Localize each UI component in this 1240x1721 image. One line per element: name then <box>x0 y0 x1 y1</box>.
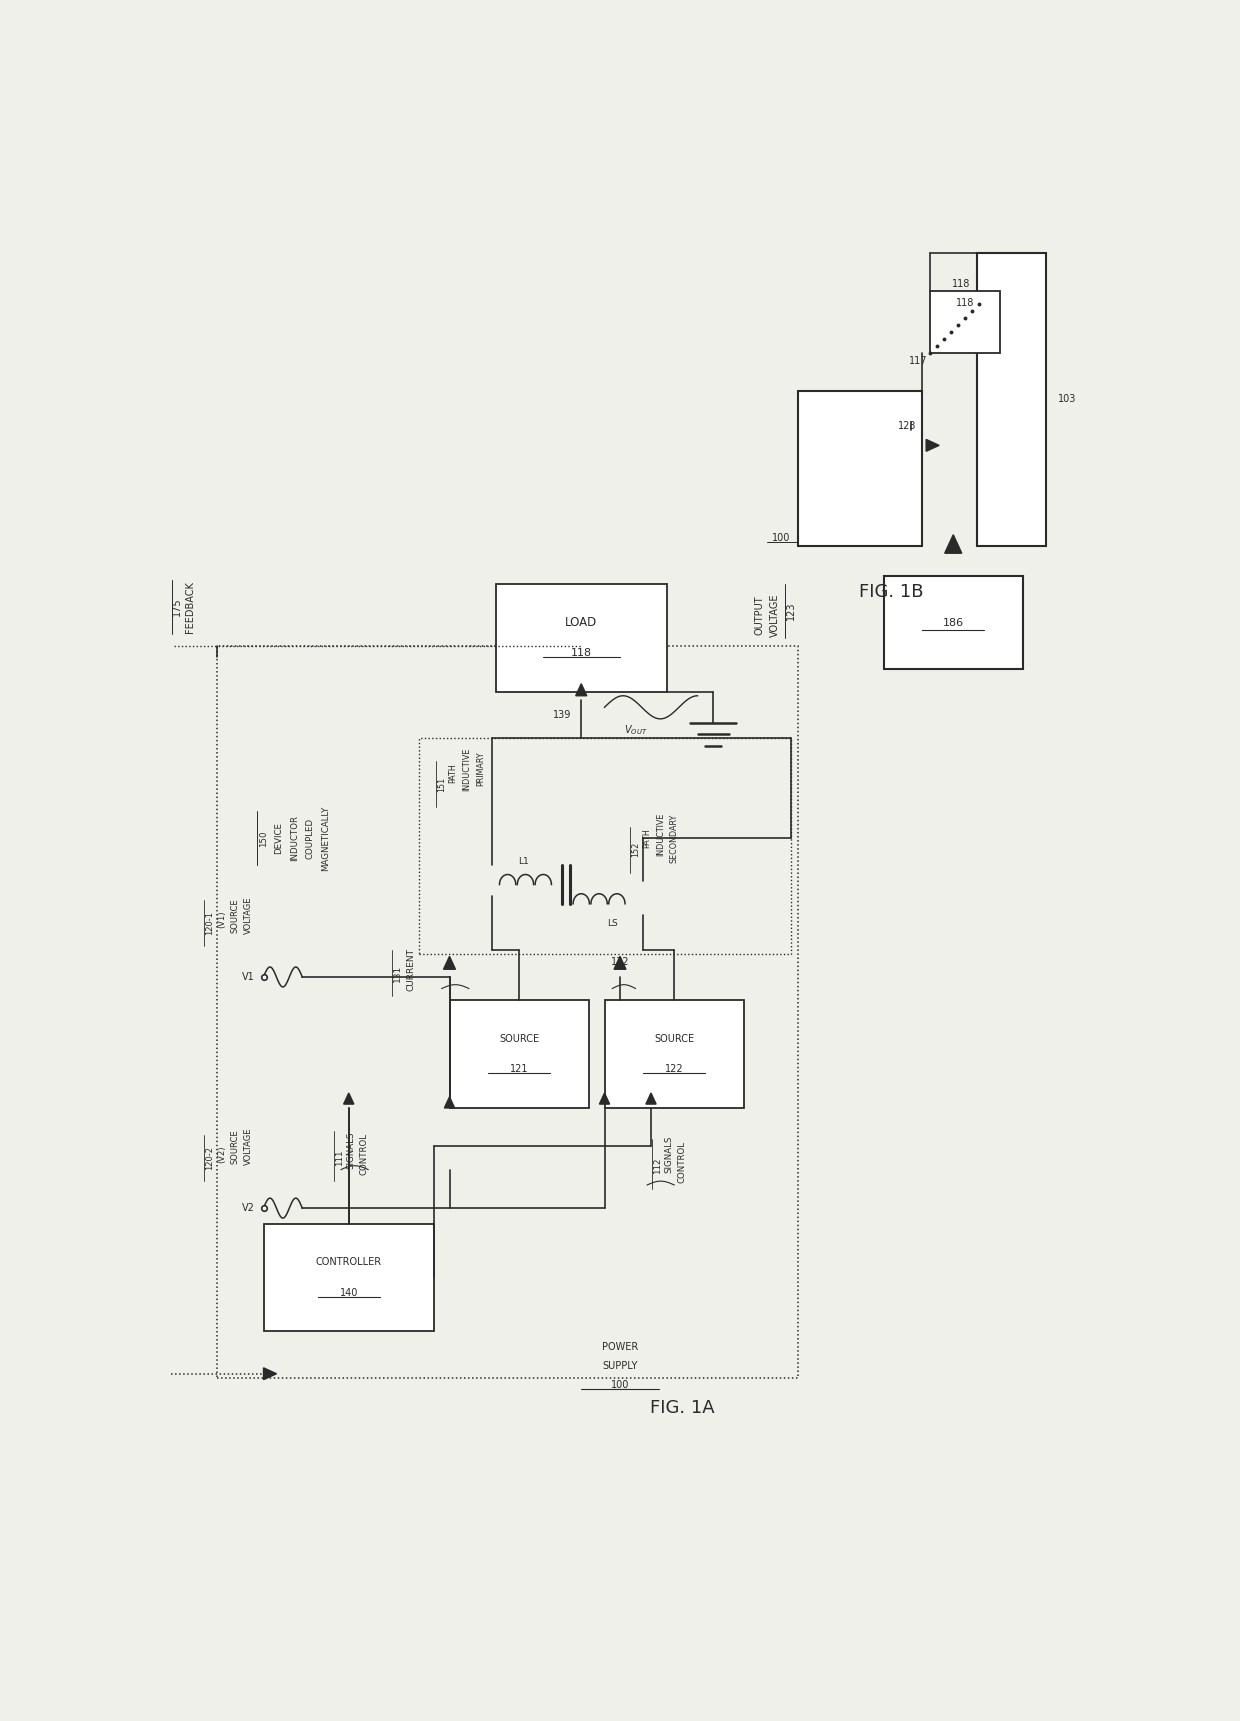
Text: FEEDBACK: FEEDBACK <box>185 582 195 633</box>
Text: PRIMARY: PRIMARY <box>476 752 485 786</box>
Text: CURRENT: CURRENT <box>407 948 415 991</box>
Text: 175: 175 <box>171 597 182 616</box>
Bar <box>263 1224 434 1332</box>
Text: 123: 123 <box>785 602 796 620</box>
Text: 139: 139 <box>553 711 572 719</box>
Text: 131: 131 <box>393 964 402 981</box>
Text: 132: 132 <box>611 957 629 967</box>
Text: FIG. 1B: FIG. 1B <box>859 583 924 601</box>
Text: CONTROL: CONTROL <box>677 1141 687 1182</box>
Polygon shape <box>444 957 455 969</box>
Polygon shape <box>575 683 587 695</box>
Text: LOAD: LOAD <box>565 616 598 630</box>
Text: 100: 100 <box>611 1380 629 1391</box>
Text: SOURCE: SOURCE <box>500 1034 539 1043</box>
Bar <box>605 1000 744 1108</box>
Text: SOURCE: SOURCE <box>231 898 239 933</box>
Text: DEVICE: DEVICE <box>274 823 284 854</box>
Text: SOURCE: SOURCE <box>655 1034 694 1043</box>
Text: V1: V1 <box>242 972 254 983</box>
Text: 100: 100 <box>773 534 791 542</box>
Text: 111: 111 <box>335 1150 343 1167</box>
Text: V2: V2 <box>242 1203 254 1213</box>
Text: 140: 140 <box>340 1287 358 1298</box>
Text: 118: 118 <box>952 279 970 289</box>
Text: (V2): (V2) <box>217 1146 226 1163</box>
Polygon shape <box>263 1368 277 1380</box>
Text: INDUCTOR: INDUCTOR <box>290 816 299 860</box>
Polygon shape <box>945 535 962 552</box>
Bar <box>217 645 799 1377</box>
Text: L1: L1 <box>518 857 528 866</box>
Text: (V1): (V1) <box>217 910 226 928</box>
Text: $V_{OUT}$: $V_{OUT}$ <box>624 723 647 737</box>
Bar <box>977 253 1047 546</box>
Polygon shape <box>599 1093 610 1105</box>
Text: 118: 118 <box>956 298 975 308</box>
Polygon shape <box>926 439 939 451</box>
Text: 117: 117 <box>909 356 928 365</box>
Text: 151: 151 <box>438 776 446 792</box>
Text: 103: 103 <box>1058 394 1076 404</box>
Text: VOLTAGE: VOLTAGE <box>243 897 253 935</box>
Text: POWER: POWER <box>601 1342 639 1351</box>
Text: 112: 112 <box>652 1158 662 1174</box>
Text: LS: LS <box>606 919 618 928</box>
Text: 121: 121 <box>510 1064 528 1074</box>
Text: 122: 122 <box>665 1064 683 1074</box>
Text: CONTROL: CONTROL <box>360 1132 368 1175</box>
Text: FIG. 1A: FIG. 1A <box>650 1399 714 1418</box>
Text: INDUCTIVE: INDUCTIVE <box>463 747 471 790</box>
Text: CONTROLLER: CONTROLLER <box>316 1256 382 1267</box>
Polygon shape <box>343 1093 353 1105</box>
Text: MAGNETICALLY: MAGNETICALLY <box>321 805 330 871</box>
Text: PATH: PATH <box>448 762 458 783</box>
Text: 120-2: 120-2 <box>205 1146 213 1170</box>
Text: 123: 123 <box>898 422 916 430</box>
Bar <box>883 577 1023 669</box>
Bar <box>799 391 923 546</box>
Polygon shape <box>646 1093 656 1105</box>
Text: SIGNALS: SIGNALS <box>346 1132 356 1169</box>
Bar <box>496 583 667 692</box>
Text: SIGNALS: SIGNALS <box>665 1136 673 1172</box>
Text: SECONDARY: SECONDARY <box>670 814 678 862</box>
Text: OUTPUT: OUTPUT <box>754 595 765 635</box>
Text: 186: 186 <box>942 618 963 628</box>
Text: 150: 150 <box>259 830 268 847</box>
Text: PATH: PATH <box>642 828 651 848</box>
Text: 152: 152 <box>631 842 640 857</box>
Text: COUPLED: COUPLED <box>305 817 315 859</box>
Polygon shape <box>444 1096 455 1108</box>
Text: 118: 118 <box>570 649 591 659</box>
Text: VOLTAGE: VOLTAGE <box>243 1127 253 1165</box>
Polygon shape <box>614 957 626 969</box>
Bar <box>449 1000 589 1108</box>
Bar <box>419 738 791 953</box>
Text: 120-1: 120-1 <box>205 910 213 935</box>
Text: SUPPLY: SUPPLY <box>603 1361 637 1372</box>
Text: SOURCE: SOURCE <box>231 1129 239 1163</box>
Bar <box>930 291 999 353</box>
Text: VOLTAGE: VOLTAGE <box>770 594 780 637</box>
Text: INDUCTIVE: INDUCTIVE <box>656 812 665 855</box>
